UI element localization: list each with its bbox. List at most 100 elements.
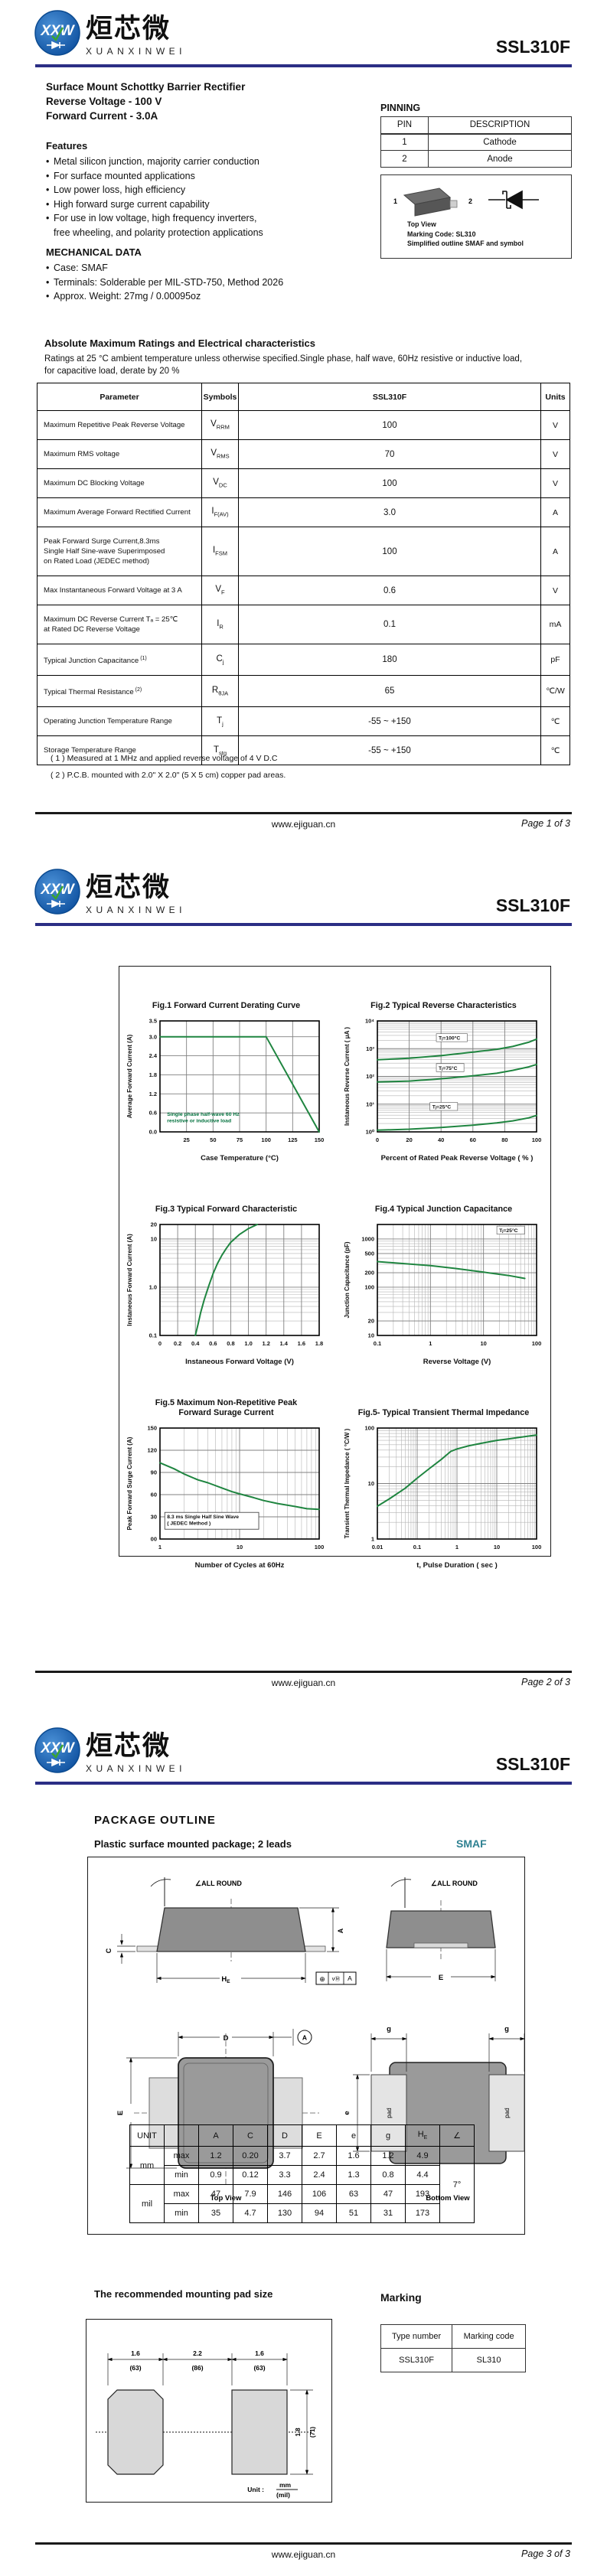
svg-text:0.8: 0.8 [227,1340,234,1347]
dims-value-cell: 0.9 [198,2165,233,2185]
case-name: SMAF [456,1837,487,1850]
svg-text:0.6: 0.6 [148,1110,156,1117]
type-number-value: SSL310F [380,2348,453,2372]
svg-text:10: 10 [150,1236,156,1243]
dims-value-cell: 106 [302,2184,337,2204]
feature-item-text: For use in low voltage, high frequency i… [54,213,257,223]
symbol-cell: IR [201,605,239,644]
brand-name-en: XUANXINWEI [86,1763,187,1774]
dim-e-label: e [343,2111,351,2115]
logo-green-accent [51,885,64,901]
header-rule [35,923,572,926]
logo-diode-icon [47,899,65,908]
dims-value-cell: 0.20 [233,2146,268,2166]
fig2-title: Fig.2 Typical Reverse Characteristics [370,1001,517,1010]
col-parameter: Parameter [37,383,202,411]
dims-unit-cell: mm [129,2146,165,2185]
dims-value-cell: 35 [198,2203,233,2223]
brand-logo-icon: XXW [34,869,80,915]
dims-unit-cell: mil [129,2184,165,2223]
fig6-figure: Fig.5- Typical Transient Thermal Impedan… [341,1394,547,1576]
parameter-cell: Max Instantaneous Forward Voltage at 3 A [37,576,202,605]
feature-item: • For use in low voltage, high frequency … [46,211,321,226]
svg-text:0: 0 [375,1136,378,1143]
parameter-cell: Peak Forward Surge Current,8.3ms Single H… [37,527,202,576]
dim-C-label: C [105,1948,113,1953]
svg-text:1: 1 [158,1544,161,1550]
logo-green-accent [51,27,64,42]
dim-E-label: E [439,1974,443,1982]
col-symbols: Symbols [201,383,239,411]
value-cell: 0.6 [238,576,541,605]
svg-text:( JEDEC Method ): ( JEDEC Method ) [167,1521,210,1527]
dim-E-label: E [116,2111,125,2115]
website-link[interactable]: www.ejiguan.cn [271,1678,336,1688]
bullet-icon: • [46,291,50,302]
col-units: Units [540,383,570,411]
package-symbol-box: 1 2 Top View Marking Code: SL310 Simplif… [380,174,572,259]
type-number-header: Type number [380,2324,453,2349]
svg-text:0.01: 0.01 [371,1544,383,1550]
dims-value-cell: 1.3 [336,2165,371,2185]
dims-header-cell: g [370,2124,406,2147]
bullet-icon: • [46,262,50,273]
svg-text:Tⱼ=25°C: Tⱼ=25°C [499,1228,518,1234]
bullet-icon: • [46,170,50,181]
svg-text:1: 1 [370,1536,374,1543]
page-indicator: Page 3 of 3 [521,2548,570,2559]
fig1-plot: 25 50 75 100 125 150 0.0 0.6 1.2 1.8 2.4 3.0 3.5 Case… [126,1018,324,1162]
dims-header-cell: ∠ [439,2124,475,2147]
svg-text:1: 1 [455,1544,458,1550]
svg-text:10⁰: 10⁰ [365,1129,374,1136]
schottky-diode-icon [488,190,539,210]
svg-text:100: 100 [531,1136,541,1143]
datum-frame: ⊕ vⓂ A [315,1971,357,1985]
svg-text:Instaneous Forward Voltage (V): Instaneous Forward Voltage (V) [185,1358,294,1366]
website-link[interactable]: www.ejiguan.cn [271,2549,336,2560]
dims-value-cell: 7.9 [233,2184,268,2204]
fig5-plot: 1 10 100 00 30 60 90 120 150 Number of Cycles at … [126,1425,324,1570]
website-link[interactable]: www.ejiguan.cn [271,819,336,830]
symbol-cell: Cj [201,643,239,677]
ratings-row: Operating Junction Temperature Range Tj -5… [37,706,570,737]
page-2: XXW 烜芯微 XUANXINWEI SSL310F Fig.1 Forward… [0,859,607,1717]
product-title: Surface Mount Schottky Barrier Rectifier… [46,80,245,123]
mechanical-heading: MECHANICAL DATA [46,246,142,258]
dims-limit-cell: max [164,2146,199,2166]
outline-symbol-caption: Simplified outline SMAF and symbol [407,240,524,247]
svg-text:⊕: ⊕ [319,1975,325,1983]
svg-text:Instaneous Reverse Current ( μ: Instaneous Reverse Current ( μA ) [344,1027,351,1126]
dims-row: mm max 1.2 0.20 3.7 2.7 1.6 1.2 4.9 7° [129,2146,475,2223]
feature-item-text: Metal silicon junction, majority carrier… [54,156,259,167]
svg-text:Tⱼ=75°C: Tⱼ=75°C [439,1065,458,1071]
dims-limit-cell: min [164,2203,199,2223]
header-rule [35,1782,572,1785]
parameter-cell: Typical Junction Capacitance (1) [37,643,202,677]
dims-row: min 35 4.7 130 94 51 31 173 [130,2203,475,2223]
pin-number: 2 [380,150,429,168]
dims-value-cell: 1.2 [370,2146,406,2166]
footer-rule [35,2542,572,2545]
part-number: SSL310F [495,37,570,57]
svg-text:20: 20 [367,1318,374,1325]
value-cell: 180 [238,643,541,677]
fig5-title: Fig.5 Maximum Non-Repetitive Peak Forwar… [155,1398,298,1417]
value-cell: 65 [238,675,541,708]
svg-text:100: 100 [531,1340,541,1347]
dim-D-label: D [224,2034,229,2043]
dims-value-cell: 4.4 [405,2165,440,2185]
svg-text:100: 100 [314,1544,324,1550]
pad-right-shape [231,2389,288,2475]
col-part: SSL310F [238,383,541,411]
description-col-header: DESCRIPTION [428,116,572,135]
pinning-table: PIN DESCRIPTION 1 Cathode 2 Anode [380,116,572,168]
svg-text:resistive or inductive load: resistive or inductive load [167,1119,231,1124]
feature-item-text: High forward surge current capability [54,198,210,210]
header-rule [35,64,572,67]
all-round-label: ∠ALL ROUND [195,1880,242,1887]
symbol-cell: Tstg [201,735,239,766]
page-header: XXW 烜芯微 XUANXINWEI SSL310F [0,859,607,929]
pin-description: Cathode [428,133,572,151]
